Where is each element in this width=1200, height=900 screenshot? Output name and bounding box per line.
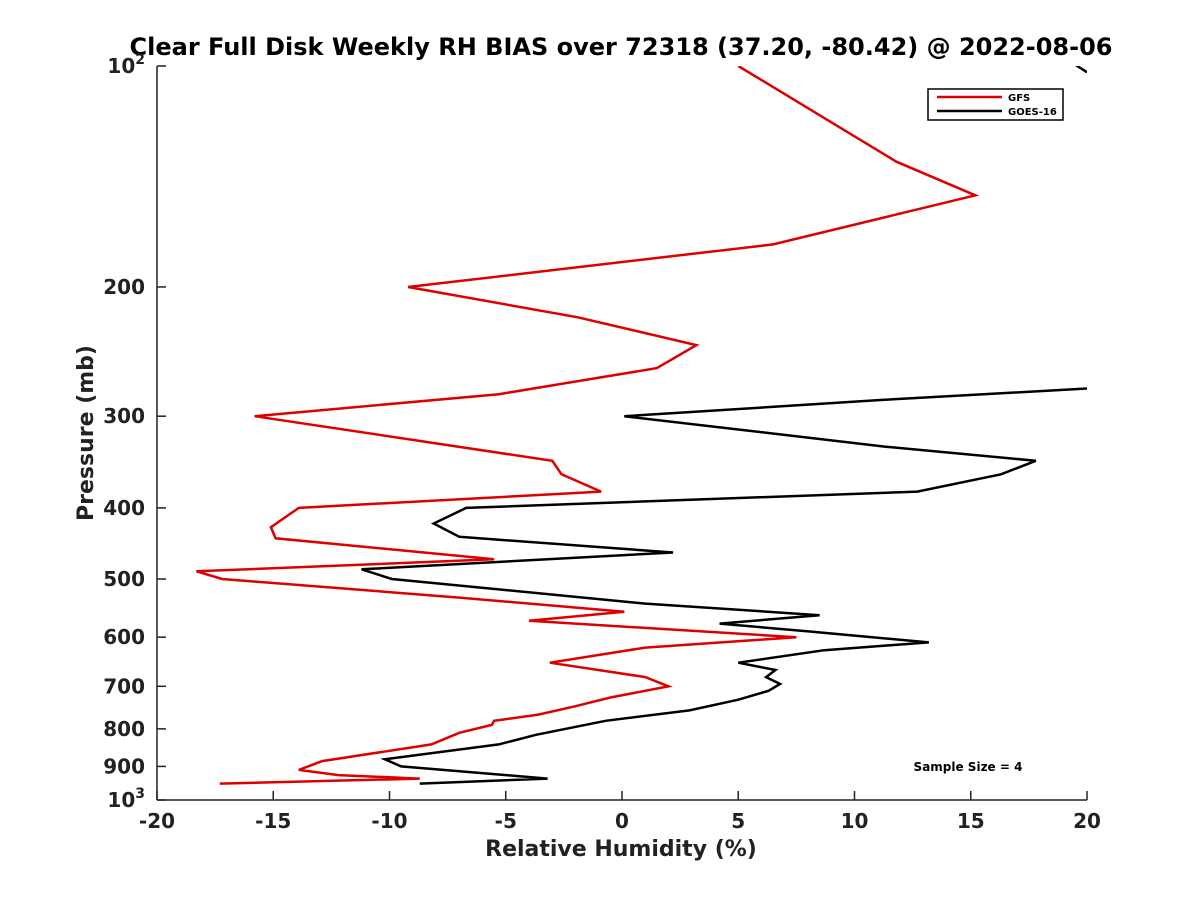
y-ticks: 102 200 300 400 500 600 700 800 900 103 [103,52,166,812]
x-tick-label: -20 [139,809,175,833]
x-axis-label: Relative Humidity (%) [485,837,757,862]
y-tick-label: 400 [103,496,145,520]
y-tick-label: 103 [107,786,145,812]
x-tick-label: 15 [957,809,985,833]
x-tick-label: -15 [255,809,291,833]
y-tick-label: 900 [103,754,145,778]
series-line-goes-16 [361,387,1087,785]
y-tick-label: 500 [103,567,145,591]
x-tick-label: 5 [731,809,745,833]
y-tick-label: 600 [103,625,145,649]
legend-label-goes16: GOES-16 [1008,107,1057,118]
x-ticks: -20 -15 -10 -5 0 5 10 15 20 [139,791,1101,833]
chart-title: Clear Full Disk Weekly RH BIAS over 7231… [130,33,1113,61]
legend-box [927,88,1064,121]
y-axis-label: Pressure (mb) [74,345,99,521]
x-tick-label: 0 [615,809,629,833]
x-tick-label: 10 [841,809,869,833]
y-tick-label: 300 [103,404,145,428]
y-tick-label: 200 [103,275,145,299]
y-tick-label: 800 [103,717,145,741]
series-line-extra-2 [1075,66,1087,74]
y-tick-label: 700 [103,674,145,698]
legend: GFS GOES-16 [927,88,1064,121]
x-tick-label: 20 [1073,809,1101,833]
y-tick-label: 102 [107,52,145,78]
x-tick-label: -5 [495,809,517,833]
legend-label-gfs: GFS [1008,93,1030,104]
sample-size-annotation: Sample Size = 4 [914,760,1023,774]
series-line-gfs [196,66,980,785]
series-layer [196,66,1087,785]
x-tick-label: -10 [371,809,407,833]
